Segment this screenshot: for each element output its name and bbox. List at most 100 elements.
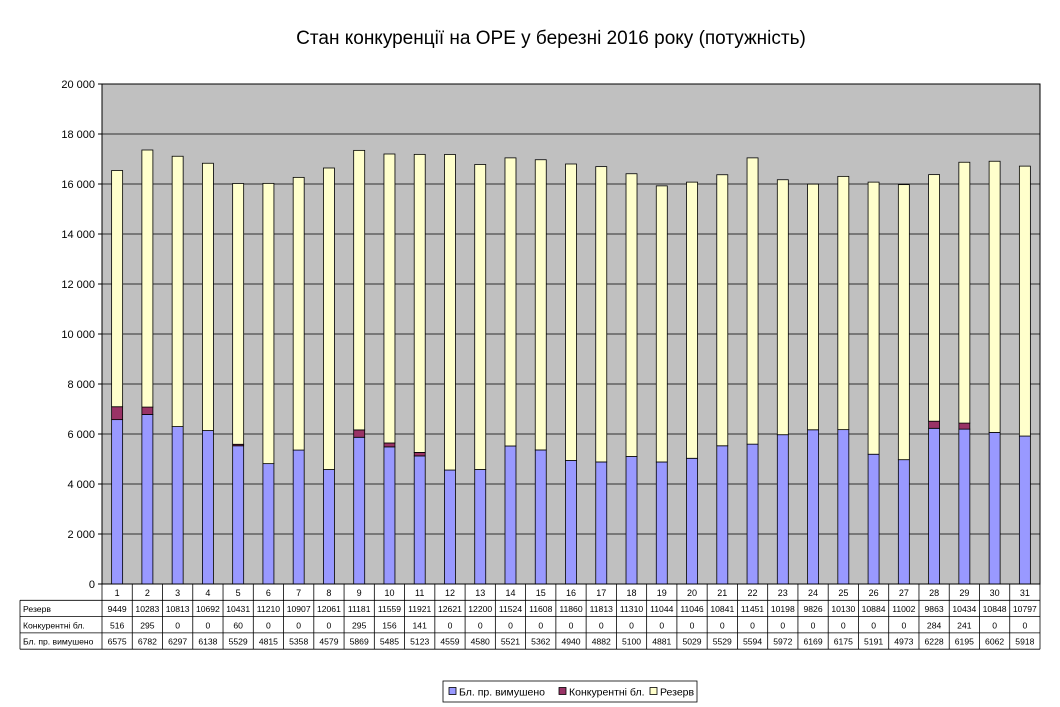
data-label: 0 [296,620,301,630]
x-tick-label: 13 [475,588,485,598]
bar-segment [413,451,426,457]
bar-segment [655,185,668,463]
data-label: 4580 [471,637,490,647]
data-label: 4579 [319,637,338,647]
bar-segment [111,170,124,408]
bar-segment [202,430,214,585]
data-label: 0 [871,620,876,630]
bar-segment [807,429,819,585]
data-label: 5123 [410,637,429,647]
data-label: 11921 [408,604,431,614]
bar-segment [565,163,577,461]
bar-segment [595,166,608,463]
data-label: 141 [413,620,428,630]
data-label: 11451 [741,604,764,614]
bar-segment [958,422,971,430]
data-label: 10431 [226,604,250,614]
bar-segment [141,414,154,585]
x-tick-label: 29 [959,588,969,598]
y-tick-label: 2 000 [67,529,95,541]
data-label: 11310 [620,604,643,614]
data-label: 5358 [289,637,308,647]
y-tick-label: 6 000 [67,429,95,441]
x-tick-label: 28 [929,588,939,598]
bar-segment [262,463,275,585]
data-label: 516 [110,620,125,630]
bar-segment [746,157,759,445]
bar-segment [716,445,729,585]
data-label: 5191 [864,637,883,647]
x-tick-label: 7 [296,588,301,598]
data-label: 5100 [622,637,641,647]
data-label: 10198 [771,604,795,614]
data-label: 10434 [952,604,976,614]
bar-segment [232,445,245,585]
data-label: 0 [720,620,725,630]
data-label: 0 [508,620,513,630]
bar-segment [413,153,426,453]
bar-segment [716,174,729,447]
legend-swatch [649,687,658,695]
data-label: 5918 [1015,637,1034,647]
data-label: 5972 [773,637,792,647]
x-tick-label: 22 [748,588,758,598]
x-tick-label: 4 [205,588,210,598]
bar-segment [746,443,759,585]
bar-segment [595,461,608,585]
bar-segment [232,183,245,445]
bar-segment [383,153,396,444]
legend-label: Резерв [660,687,695,699]
y-tick-label: 0 [89,579,95,591]
data-label: 6782 [138,637,157,647]
bar-segment [625,456,638,585]
bar-segment [958,161,971,424]
bar-segment [807,183,819,431]
y-tick-label: 10 000 [61,329,95,341]
data-label: 5869 [350,637,369,647]
bar-segment [413,455,426,585]
data-label: 12061 [317,604,341,614]
bar-segment [383,442,396,448]
data-label: 6297 [168,637,187,647]
x-tick-label: 3 [175,588,180,598]
bar-segment [353,436,366,585]
bar-segment [504,445,517,585]
data-label: 11524 [499,604,522,614]
legend-label: Конкурентні бл. [569,687,645,699]
data-label: 156 [382,620,397,630]
table-row-label: Бл. пр. вимушено [23,637,94,647]
bar-segment [1018,435,1031,585]
bar-segment [776,179,789,436]
bar-segment [171,155,184,427]
bar-segment [292,449,305,585]
bar-segment [897,459,910,585]
y-tick-label: 16 000 [61,179,95,191]
x-tick-label: 6 [266,588,271,598]
bar-segment [837,429,850,585]
data-label: 0 [538,620,543,630]
data-label: 6575 [108,637,127,647]
data-label: 6169 [804,637,823,647]
bar-segment [928,174,940,422]
data-label: 241 [957,620,972,630]
data-label: 11813 [590,604,613,614]
data-label: 10848 [983,604,1007,614]
data-label: 0 [175,620,180,630]
bar-segment [323,167,335,470]
data-label: 284 [927,620,942,630]
data-label: 11559 [378,604,401,614]
bar-segment [353,149,366,431]
data-label: 5529 [229,637,248,647]
data-label: 11608 [529,604,552,614]
x-tick-label: 27 [899,588,909,598]
data-label: 0 [206,620,211,630]
data-label: 10813 [166,604,190,614]
bar-segment [262,182,275,465]
y-tick-label: 12 000 [61,279,95,291]
bar-segment [928,427,940,585]
legend [442,680,698,703]
data-label: 5529 [713,637,732,647]
bar-segment [534,449,547,585]
data-label: 5029 [682,637,701,647]
